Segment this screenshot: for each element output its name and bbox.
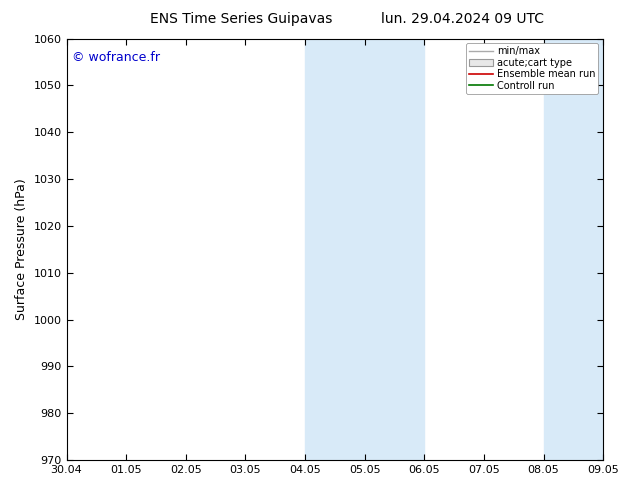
Text: lun. 29.04.2024 09 UTC: lun. 29.04.2024 09 UTC <box>381 12 545 26</box>
Y-axis label: Surface Pressure (hPa): Surface Pressure (hPa) <box>15 178 28 320</box>
Bar <box>305 39 365 460</box>
Legend: min/max, acute;cart type, Ensemble mean run, Controll run: min/max, acute;cart type, Ensemble mean … <box>466 44 598 94</box>
Bar <box>543 39 603 460</box>
Bar <box>365 39 424 460</box>
Text: ENS Time Series Guipavas: ENS Time Series Guipavas <box>150 12 332 26</box>
Text: © wofrance.fr: © wofrance.fr <box>72 51 160 64</box>
